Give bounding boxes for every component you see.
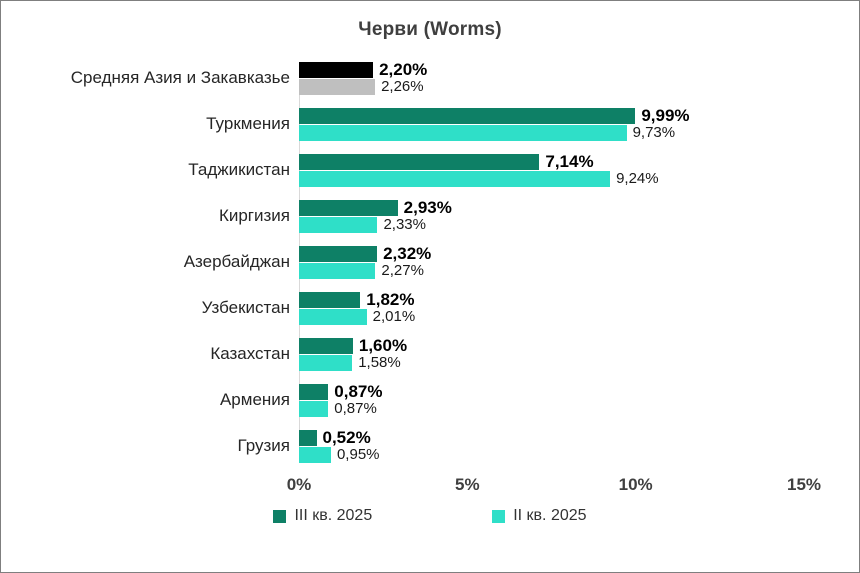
bar-q3-2025	[299, 107, 636, 124]
bar-line: 2,93%	[299, 197, 859, 217]
category-bars: 7,14% 9,24%	[299, 151, 859, 187]
chart-rows: Средняя Азия и Закавказье 2,20% 2,26% Туркм…	[1, 59, 859, 464]
bar-line: 2,32%	[299, 243, 859, 263]
bar-line: 0,87%	[299, 400, 859, 417]
category-bars: 2,93% 2,33%	[299, 197, 859, 233]
bar-q3-2025	[299, 429, 317, 446]
category-label: Армения	[219, 389, 290, 409]
bar-value-label: 2,93%	[403, 197, 452, 217]
bar-q3-2025	[299, 245, 378, 262]
bar-line: 0,52%	[299, 427, 859, 447]
bar-q2-2025	[299, 216, 378, 233]
bar-line: 9,73%	[299, 124, 859, 141]
chart-category-row: Азербайджан 2,32% 2,27%	[1, 243, 859, 280]
legend-label: II кв. 2025	[513, 507, 587, 524]
legend-item: II кв. 2025	[492, 507, 587, 525]
bar-line: 2,01%	[299, 308, 859, 325]
bar-value-label: 0,87%	[334, 400, 377, 417]
bar-line: 0,87%	[299, 381, 859, 401]
bar-value-label: 2,33%	[383, 216, 426, 233]
bar-q3-2025	[299, 291, 361, 308]
category-label: Туркмения	[206, 113, 290, 133]
chart-category-row: Казахстан 1,60% 1,58%	[1, 335, 859, 372]
bar-q3-2025	[299, 153, 540, 170]
bar-value-label: 2,20%	[379, 59, 428, 79]
category-bars: 2,32% 2,27%	[299, 243, 859, 279]
bar-value-label: 2,27%	[381, 262, 424, 279]
legend-swatch	[273, 509, 287, 523]
bar-value-label: 9,24%	[616, 170, 659, 187]
bar-q2-2025	[299, 170, 611, 187]
category-bars: 1,82% 2,01%	[299, 289, 859, 325]
bar-line: 1,58%	[299, 354, 859, 371]
bar-line: 9,99%	[299, 105, 859, 125]
bar-q2-2025	[299, 78, 376, 95]
category-bars: 9,99% 9,73%	[299, 105, 859, 141]
bar-value-label: 1,82%	[366, 289, 415, 309]
category-bars: 2,20% 2,26%	[299, 59, 859, 95]
bar-line: 1,60%	[299, 335, 859, 355]
x-axis-tick-label: 0%	[286, 475, 312, 494]
category-label: Азербайджан	[183, 251, 290, 271]
category-label: Грузия	[237, 435, 290, 455]
bar-q3-2025	[299, 61, 374, 78]
bar-line: 2,26%	[299, 78, 859, 95]
x-axis-ticks: 0% 5% 10% 15%	[287, 475, 821, 501]
chart-category-row: Таджикистан 7,14% 9,24%	[1, 151, 859, 188]
bar-q3-2025	[299, 337, 353, 354]
x-axis-tick-label: 10%	[618, 475, 653, 494]
chart-category-row: Армения 0,87% 0,87%	[1, 381, 859, 418]
bar-line: 0,95%	[299, 446, 859, 463]
bar-value-label: 9,73%	[632, 124, 676, 141]
bar-q2-2025	[299, 354, 353, 371]
chart-title: Черви (Worms)	[358, 19, 502, 40]
bar-value-label: 0,95%	[336, 446, 380, 463]
bar-value-label: 9,99%	[641, 105, 690, 125]
category-label: Таджикистан	[188, 159, 290, 179]
category-label: Средняя Азия и Закавказье	[70, 67, 290, 87]
chart-category-row: Туркмения 9,99% 9,73%	[1, 105, 859, 142]
chart-category-row: Средняя Азия и Закавказье 2,20% 2,26%	[1, 59, 859, 96]
bar-line: 7,14%	[299, 151, 859, 171]
x-axis-tick-label: 5%	[455, 475, 480, 494]
bar-value-label: 2,32%	[383, 243, 432, 263]
chart-category-row: Узбекистан 1,82% 2,01%	[1, 289, 859, 326]
bar-value-label: 7,14%	[545, 151, 594, 171]
bar-q2-2025	[299, 262, 376, 279]
bar-q3-2025	[299, 199, 398, 216]
category-bars: 1,60% 1,58%	[299, 335, 859, 371]
bar-line: 9,24%	[299, 170, 859, 187]
category-label: Казахстан	[210, 343, 290, 363]
x-axis-tick-label: 15%	[786, 475, 822, 494]
bar-value-label: 0,87%	[334, 381, 383, 401]
bar-line: 2,20%	[299, 59, 859, 79]
bar-q2-2025	[299, 400, 329, 417]
bar-q2-2025	[299, 308, 367, 325]
chart-category-row: Киргизия 2,93% 2,33%	[1, 197, 859, 234]
bar-value-label: 1,58%	[358, 354, 401, 371]
legend-label: III кв. 2025	[294, 507, 373, 524]
bar-value-label: 0,52%	[322, 427, 371, 447]
chart-category-row: Грузия 0,52% 0,95%	[1, 427, 859, 464]
bar-q3-2025	[299, 383, 329, 400]
chart-legend: III кв. 2025 II кв. 2025	[1, 507, 859, 525]
bar-q2-2025	[299, 124, 627, 141]
bar-line: 2,33%	[299, 216, 859, 233]
bar-line: 1,82%	[299, 289, 859, 309]
bar-value-label: 2,01%	[372, 308, 416, 325]
category-label: Узбекистан	[201, 297, 290, 317]
category-label: Киргизия	[218, 205, 290, 225]
legend-swatch	[492, 509, 506, 523]
bar-q2-2025	[299, 446, 331, 463]
legend-item: III кв. 2025	[273, 507, 372, 525]
category-bars: 0,52% 0,95%	[299, 427, 859, 463]
bar-line: 2,27%	[299, 262, 859, 279]
bar-value-label: 1,60%	[358, 335, 408, 355]
bar-value-label: 2,26%	[381, 78, 424, 95]
category-bars: 0,87% 0,87%	[299, 381, 859, 417]
